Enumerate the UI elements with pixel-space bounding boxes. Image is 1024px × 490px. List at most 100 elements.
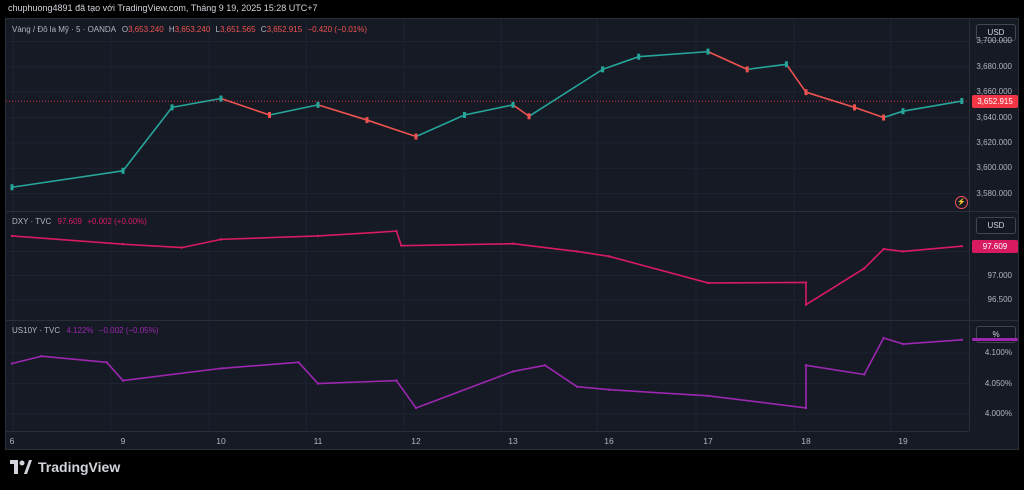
y-tick-label: 3,680.000: [976, 61, 1012, 71]
time-axis[interactable]: 6 9 10 11 12 13 16 17 18 19: [6, 431, 969, 450]
series-point: [121, 379, 125, 382]
gold-pane[interactable]: Vàng / Đô la Mỹ · 5 · OANDA O3,653.240 H…: [6, 19, 969, 211]
price-segment: [805, 91, 855, 109]
series-line: [11, 337, 962, 409]
price-point: [527, 113, 531, 120]
series-point: [901, 250, 905, 253]
y-tick-label: 3,640.000: [976, 112, 1012, 122]
series-point: [219, 367, 223, 370]
x-tick-label: 17: [703, 436, 713, 446]
price-point: [463, 112, 466, 118]
series-point: [804, 303, 808, 306]
dxy-currency-button[interactable]: USD: [976, 217, 1016, 234]
gold-legend: Vàng / Đô la Mỹ · 5 · OANDA O3,653.240 H…: [12, 25, 367, 34]
x-tick-label: 13: [508, 436, 518, 446]
tradingview-logo-text: TradingView: [38, 459, 121, 475]
price-segment: [902, 100, 962, 112]
gold-price-chart: [6, 19, 969, 211]
us10y-price-axis[interactable]: % 4.100% 4.050% 4.000%: [969, 321, 1019, 431]
series-point: [804, 364, 808, 367]
x-tick-label: 6: [9, 436, 15, 446]
series-point: [511, 370, 515, 373]
pane-divider[interactable]: [6, 211, 1018, 212]
price-segment: [747, 63, 787, 71]
series-point: [706, 281, 710, 285]
lightning-icon[interactable]: ⚡: [955, 196, 968, 209]
price-segment: [528, 68, 604, 117]
y-tick-label: 4.100%: [984, 348, 1012, 358]
series-point: [607, 388, 611, 391]
series-point: [882, 247, 885, 251]
x-tick-label: 19: [898, 436, 908, 446]
price-segment: [269, 104, 319, 116]
y-tick-label: 3,620.000: [976, 137, 1012, 147]
price-point: [511, 101, 515, 108]
y-tick-label: 3,700.000: [976, 36, 1012, 46]
price-segment: [171, 97, 222, 109]
price-segment: [11, 169, 124, 189]
series-point: [316, 234, 320, 238]
gold-open: 3,653.240: [128, 25, 164, 34]
dxy-legend: DXY · TVC 97.609 +0.002 (+0.00%): [12, 217, 147, 226]
x-tick-label: 16: [604, 436, 614, 446]
dxy-pane[interactable]: DXY · TVC 97.609 +0.002 (+0.00%): [6, 212, 969, 320]
price-segment: [122, 106, 173, 172]
price-point: [219, 95, 223, 102]
us10y-pane[interactable]: US10Y · TVC 4.122% −0.002 (−0.05%): [6, 321, 969, 431]
series-point: [400, 244, 403, 247]
y-tick-label: 3,660.000: [976, 87, 1012, 97]
price-point: [960, 98, 964, 105]
x-tick-label: 9: [120, 436, 126, 446]
dxy-legend-title: DXY · TVC: [12, 217, 52, 226]
gold-close: 3,652.915: [266, 25, 303, 34]
price-point: [365, 117, 369, 124]
dxy-chart: [6, 212, 969, 320]
price-segment: [707, 50, 748, 71]
gold-open-label: O: [121, 25, 129, 34]
price-point: [601, 66, 605, 73]
us10y-change: −0.002 (−0.05%): [98, 326, 159, 335]
series-point: [960, 244, 963, 248]
gold-high-label: H: [168, 25, 175, 34]
series-point: [40, 355, 43, 358]
price-point: [706, 48, 710, 55]
x-tick-label: 18: [801, 436, 811, 446]
series-point: [395, 229, 398, 233]
price-segment: [638, 50, 709, 58]
series-point: [121, 243, 125, 246]
tradingview-logo[interactable]: TradingView: [10, 459, 120, 475]
gold-close-label: C: [260, 25, 267, 34]
series-point: [575, 250, 579, 253]
price-segment: [415, 114, 465, 138]
y-tick-label: 3,600.000: [976, 163, 1012, 173]
price-point: [121, 167, 125, 174]
series-point: [804, 281, 808, 284]
price-point: [882, 114, 886, 121]
x-tick-label: 11: [313, 436, 323, 446]
y-tick-label: 3,580.000: [976, 188, 1012, 198]
series-point: [316, 382, 320, 385]
x-tick-label: 12: [411, 436, 421, 446]
gold-currency-button[interactable]: USD: [976, 24, 1016, 41]
dxy-value: 97.609: [57, 217, 82, 226]
y-tick-label: 4.050%: [984, 378, 1012, 388]
series-point: [395, 379, 398, 382]
us10y-value: 4.122%: [66, 326, 94, 335]
series-point: [219, 238, 223, 241]
price-point: [637, 53, 641, 60]
pane-divider[interactable]: [6, 320, 1018, 321]
gold-price-axis[interactable]: USD 3,700.000 3,680.000 3,660.000 3,640.000…: [969, 19, 1019, 211]
price-segment: [883, 110, 904, 119]
series-point: [180, 246, 183, 249]
price-point: [316, 101, 320, 108]
y-tick-label: 4.000%: [984, 409, 1012, 419]
price-point: [414, 133, 418, 140]
y-tick-label: 97.000: [987, 270, 1012, 280]
price-point: [10, 184, 14, 191]
gold-low: 3,651.565: [219, 25, 256, 34]
us10y-legend: US10Y · TVC 4.122% −0.002 (−0.05%): [12, 326, 158, 335]
price-point: [901, 108, 905, 115]
dxy-change: +0.002 (+0.00%): [87, 217, 147, 226]
us10y-last-price-marker: [972, 338, 1018, 342]
